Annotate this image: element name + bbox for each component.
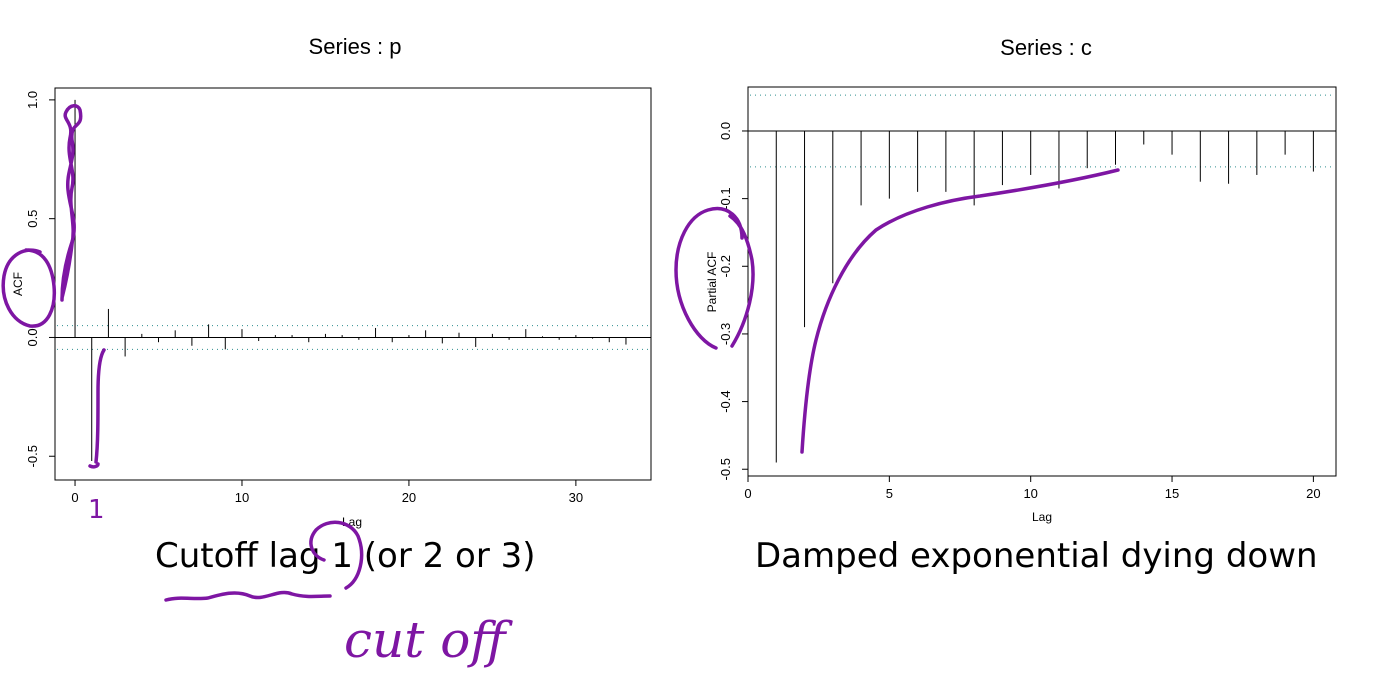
chart-title: Series : c xyxy=(1000,35,1092,60)
acf-spikes xyxy=(74,99,627,461)
x-tick-label: 20 xyxy=(402,490,416,505)
y-tick-label: -0.5 xyxy=(718,458,733,480)
ink-number-one: 1 xyxy=(88,495,105,525)
ink-note-cut-off: cut off xyxy=(344,611,513,669)
ink-circle-lag xyxy=(309,520,364,590)
x-tick-label: 0 xyxy=(744,486,751,501)
y-axis: -0.5 0.0 0.5 1.0 xyxy=(25,91,55,467)
x-tick-label: 0 xyxy=(71,490,78,505)
plot-frame xyxy=(747,86,1337,477)
y-tick-label: -0.4 xyxy=(718,390,733,412)
x-tick-label: 30 xyxy=(569,490,583,505)
y-tick-label: 0.0 xyxy=(718,122,733,140)
y-axis-label: ACF xyxy=(11,272,25,296)
confidence-band xyxy=(57,325,649,350)
x-axis-label: Lag xyxy=(1032,510,1052,524)
pacf-chart: Series : c 0 5 10 15 20 -0.5 -0.4 -0.3 -0.2 -0.1… xyxy=(705,35,1337,576)
ink-decay-curve xyxy=(800,168,1120,454)
ink-scribble-acf-lag0 xyxy=(60,104,83,302)
pacf-spikes xyxy=(775,130,1314,463)
ink-stroke-lag1 xyxy=(88,348,106,469)
y-axis-label: Partial ACF xyxy=(705,252,719,313)
x-tick-label: 10 xyxy=(235,490,249,505)
ink-circle-acf-label xyxy=(1,248,57,328)
x-axis: 0 10 20 30 xyxy=(71,480,583,505)
handwritten-annotations: 1 cut off xyxy=(1,104,1120,669)
acf-chart: Series : p 0 10 20 30 -0.50.00.51.0 Lag ACF… xyxy=(11,34,652,576)
y-axis: -0.5 -0.4 -0.3 -0.2 -0.1 0.0 xyxy=(718,122,748,480)
chart-title: Series : p xyxy=(309,34,402,59)
ink-underline-squiggle xyxy=(164,590,332,602)
ink-circle-partial-acf xyxy=(674,206,755,350)
y-tick-label: -0.1 xyxy=(718,187,733,209)
y-tick-label: -0.2 xyxy=(718,255,733,277)
y-tick-label: 1.0 xyxy=(25,91,40,109)
y-tick-label: -0.5 xyxy=(25,445,40,467)
chart-caption: Cutoff lag 1 (or 2 or 3) xyxy=(155,536,536,576)
y-tick-label: -0.3 xyxy=(718,323,733,345)
x-tick-label: 20 xyxy=(1306,486,1320,501)
x-axis: 0 5 10 15 20 xyxy=(744,476,1321,501)
x-tick-label: 15 xyxy=(1165,486,1179,501)
y-tick-label: 0.5 xyxy=(25,210,40,228)
x-tick-label: 5 xyxy=(886,486,893,501)
plot-frame xyxy=(54,87,652,481)
x-tick-label: 10 xyxy=(1023,486,1037,501)
chart-caption: Damped exponential dying down xyxy=(755,536,1318,576)
y-tick-label: 0.0 xyxy=(25,328,40,346)
